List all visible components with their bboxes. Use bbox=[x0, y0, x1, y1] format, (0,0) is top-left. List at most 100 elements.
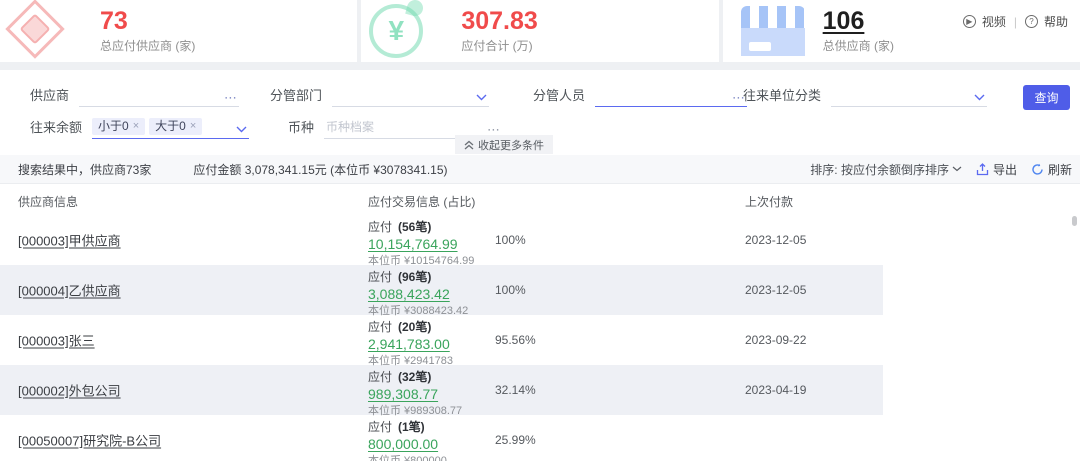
filter-panel: 供应商 ⋯ 分管部门 分管人员 ⋯ 往来单位分类 查询 往来余额 bbox=[0, 70, 1080, 155]
table-body: [000003]甲供应商 应付 (56笔) 10,154,764.99 本位币 ¥… bbox=[0, 215, 1080, 461]
stat-card-payable-total: ¥ 307.83 应付合计 (万) bbox=[361, 0, 719, 62]
payable-amount-link[interactable]: 989,308.77 bbox=[368, 386, 439, 402]
base-currency-amount: 本位币 ¥800000 bbox=[368, 455, 447, 461]
currency-input[interactable]: 币种档案 ⋯ bbox=[324, 117, 503, 139]
collapse-filters-button[interactable]: 收起更多条件 bbox=[455, 135, 553, 154]
last-payment-date: 2023-12-05 bbox=[745, 233, 807, 247]
filter-label: 币种 bbox=[288, 120, 315, 135]
supplier-link[interactable]: [00050007]研究院-B公司 bbox=[18, 433, 162, 449]
refresh-button[interactable]: 刷新 bbox=[1031, 161, 1072, 178]
payable-amount-link[interactable]: 3,088,423.42 bbox=[368, 286, 450, 302]
supplier-input[interactable]: ⋯ bbox=[79, 85, 240, 107]
balance-select[interactable]: 小于0 × 大于0 × bbox=[92, 117, 250, 139]
money-bag-icon: ¥ bbox=[369, 0, 426, 58]
person-input[interactable]: ⋯ bbox=[595, 85, 748, 107]
chevron-down-icon[interactable] bbox=[236, 126, 247, 133]
filter-label: 供应商 bbox=[30, 88, 70, 103]
video-link[interactable]: 视频 bbox=[981, 15, 1006, 29]
department-select[interactable] bbox=[332, 85, 490, 107]
storefront-icon bbox=[740, 6, 805, 56]
last-payment-date: 2023-12-05 bbox=[745, 283, 807, 297]
payable-prefix: 应付 bbox=[368, 370, 393, 384]
tx-info: 应付 (96笔) 3,088,423.42 本位币 ¥3088423.42 bbox=[368, 270, 468, 318]
export-icon bbox=[976, 162, 989, 175]
stat-card-total-suppliers: 106 总供应商 (家) ▶ 视频 | ? 帮助 bbox=[722, 0, 1080, 62]
payables-table: 供应商信息 应付交易信息 (占比) 上次付款 [000003]甲供应商 应付 (5… bbox=[0, 184, 1080, 461]
tx-count: (20笔) bbox=[398, 320, 432, 334]
table-row: [000003]张三 应付 (20笔) 2,941,783.00 本位币 ¥294… bbox=[0, 315, 1080, 368]
header-last-payment: 上次付款 bbox=[745, 195, 794, 209]
remove-tag-icon[interactable]: × bbox=[132, 120, 140, 132]
scrollbar-thumb[interactable] bbox=[1072, 216, 1077, 226]
filter-supplier: 供应商 ⋯ bbox=[30, 85, 240, 107]
stat-value: 73 bbox=[100, 7, 128, 35]
supplier-link[interactable]: [000004]乙供应商 bbox=[18, 283, 121, 299]
table-header: 供应商信息 应付交易信息 (占比) 上次付款 bbox=[0, 184, 1080, 215]
tx-count: (32笔) bbox=[398, 370, 432, 384]
remove-tag-icon[interactable]: × bbox=[189, 120, 197, 132]
question-circle-icon: ? bbox=[1024, 15, 1038, 28]
ratio-value: 25.99% bbox=[495, 433, 536, 447]
more-dots-icon[interactable]: ⋯ bbox=[732, 90, 746, 105]
payable-amount-link[interactable]: 800,000.00 bbox=[368, 436, 439, 452]
stat-card-total-payable-suppliers: 73 总应付供应商 (家) bbox=[0, 0, 358, 62]
last-payment-date: 2023-04-19 bbox=[745, 383, 807, 397]
tx-info: 应付 (20笔) 2,941,783.00 本位币 ¥2941783 bbox=[368, 320, 453, 368]
export-button[interactable]: 导出 bbox=[976, 161, 1017, 178]
seal-stamp-icon bbox=[5, 0, 65, 59]
header-supplier-info: 供应商信息 bbox=[18, 195, 79, 209]
filter-balance: 往来余额 小于0 × 大于0 × bbox=[30, 117, 250, 139]
tx-count: (1笔) bbox=[398, 420, 425, 434]
stat-label: 总供应商 (家) bbox=[822, 39, 894, 53]
stats-row: 73 总应付供应商 (家) ¥ 307.83 应付合计 (万) 106 总供应商… bbox=[0, 0, 1080, 62]
ratio-value: 100% bbox=[495, 233, 526, 247]
help-link[interactable]: 帮助 bbox=[1043, 15, 1068, 29]
table-row: [000002]外包公司 应付 (32笔) 989,308.77 本位币 ¥989… bbox=[0, 365, 1080, 418]
payable-amount-link[interactable]: 10,154,764.99 bbox=[368, 236, 458, 252]
filter-label: 往来单位分类 bbox=[743, 88, 822, 103]
base-currency-amount: 本位币 ¥989308.77 bbox=[368, 405, 463, 417]
last-payment-date: 2023-09-22 bbox=[745, 333, 807, 347]
more-dots-icon[interactable]: ⋯ bbox=[224, 90, 238, 105]
help-links: ▶ 视频 | ? 帮助 bbox=[962, 13, 1068, 30]
tx-count: (56笔) bbox=[398, 220, 432, 234]
sort-control[interactable]: 排序: 按应付余额倒序排序 bbox=[810, 161, 962, 178]
divider: | bbox=[1013, 14, 1017, 29]
payable-prefix: 应付 bbox=[368, 420, 393, 434]
play-circle-icon: ▶ bbox=[962, 15, 976, 28]
filter-unit-category: 往来单位分类 bbox=[743, 85, 988, 107]
payable-amount-link[interactable]: 2,941,783.00 bbox=[368, 336, 450, 352]
ratio-value: 95.56% bbox=[495, 333, 536, 347]
search-result-count: 搜索结果中，供应商73家 bbox=[18, 162, 152, 177]
chevron-down-icon bbox=[952, 166, 962, 172]
ratio-value: 32.14% bbox=[495, 383, 536, 397]
filter-person: 分管人员 ⋯ bbox=[533, 85, 748, 107]
tx-info: 应付 (32笔) 989,308.77 本位币 ¥989308.77 bbox=[368, 370, 462, 418]
search-button[interactable]: 查询 bbox=[1023, 85, 1070, 110]
chevron-down-icon[interactable] bbox=[476, 94, 487, 101]
supplier-link[interactable]: [000002]外包公司 bbox=[18, 383, 121, 399]
table-row: [000003]甲供应商 应付 (56笔) 10,154,764.99 本位币 ¥… bbox=[0, 215, 1080, 268]
payable-prefix: 应付 bbox=[368, 270, 393, 284]
currency-placeholder: 币种档案 bbox=[326, 120, 375, 134]
supplier-link[interactable]: [000003]张三 bbox=[18, 333, 95, 349]
stat-value-link[interactable]: 106 bbox=[822, 7, 865, 35]
filter-label: 分管部门 bbox=[270, 88, 323, 103]
chevron-down-icon[interactable] bbox=[974, 94, 985, 101]
stat-value: 307.83 bbox=[461, 7, 538, 35]
more-dots-icon[interactable]: ⋯ bbox=[487, 122, 501, 137]
table-row: [00050007]研究院-B公司 应付 (1笔) 800,000.00 本位币 … bbox=[0, 415, 1080, 461]
stat-label: 应付合计 (万) bbox=[461, 39, 533, 53]
double-chevron-up-icon bbox=[464, 140, 474, 149]
filter-label: 往来余额 bbox=[30, 120, 83, 135]
tx-info: 应付 (56笔) 10,154,764.99 本位币 ¥10154764.99 bbox=[368, 220, 474, 268]
filter-department: 分管部门 bbox=[270, 85, 490, 107]
payable-prefix: 应付 bbox=[368, 320, 393, 334]
refresh-icon bbox=[1032, 163, 1043, 175]
payable-prefix: 应付 bbox=[368, 220, 393, 234]
supplier-link[interactable]: [000003]甲供应商 bbox=[18, 233, 121, 249]
base-currency-amount: 本位币 ¥2941783 bbox=[368, 355, 453, 367]
unit-category-select[interactable] bbox=[831, 85, 988, 107]
payable-amount-summary: 应付金额 3,078,341.15元 (本位币 ¥3078341.15) bbox=[193, 162, 448, 177]
